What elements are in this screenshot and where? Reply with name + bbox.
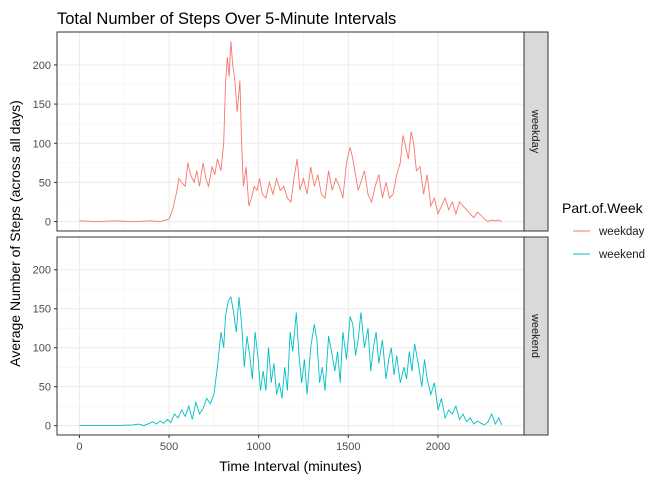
strip-weekday-label: weekday (529, 109, 541, 154)
weekend-series-line (79, 295, 503, 427)
y-tick-label: 100 (33, 138, 51, 150)
y-tick-label: 200 (33, 265, 51, 277)
x-tick-label: 1500 (336, 441, 360, 453)
weekday-series-line (79, 41, 502, 223)
legend: Part.of.Week weekday weekend (562, 200, 645, 261)
legend-item-weekday: weekday (573, 226, 645, 238)
y-tick-label: 50 (39, 382, 51, 394)
x-axis-label: Time Interval (minutes) (219, 458, 362, 474)
strip-weekday (523, 31, 549, 232)
y-tick-label: 150 (33, 304, 51, 316)
x-tick-label: 1000 (246, 441, 270, 453)
x-tick-label: 2000 (426, 441, 450, 453)
legend-label-weekday: weekday (598, 226, 645, 238)
panel-weekday-y-ticks: 0 50 100 150 200 (33, 60, 57, 229)
y-tick-label: 200 (33, 60, 51, 72)
panel-weekend: weekend 0 50 100 150 200 (33, 236, 549, 436)
panel-weekend-grid (57, 237, 524, 435)
y-tick-label: 50 (39, 177, 51, 189)
strip-weekend (523, 236, 549, 436)
panel-weekday-grid (57, 32, 524, 231)
legend-title: Part.of.Week (562, 200, 644, 216)
y-tick-label: 0 (45, 421, 51, 433)
x-axis-ticks: 0 500 1000 1500 2000 (76, 435, 450, 453)
y-tick-label: 100 (33, 343, 51, 355)
legend-item-weekend: weekend (573, 249, 645, 261)
y-axis-label: Average Number of Steps (across all days… (7, 100, 23, 367)
x-tick-label: 500 (160, 441, 178, 453)
x-tick-label: 0 (76, 441, 82, 453)
strip-weekend-label: weekend (529, 313, 541, 358)
chart-title: Total Number of Steps Over 5-Minute Inte… (57, 10, 396, 28)
y-tick-label: 150 (33, 99, 51, 111)
panel-weekday: weekday 0 50 100 150 200 (33, 31, 549, 232)
legend-label-weekend: weekend (598, 249, 645, 261)
y-tick-label: 0 (45, 217, 51, 229)
panel-weekend-y-ticks: 0 50 100 150 200 (33, 265, 57, 433)
